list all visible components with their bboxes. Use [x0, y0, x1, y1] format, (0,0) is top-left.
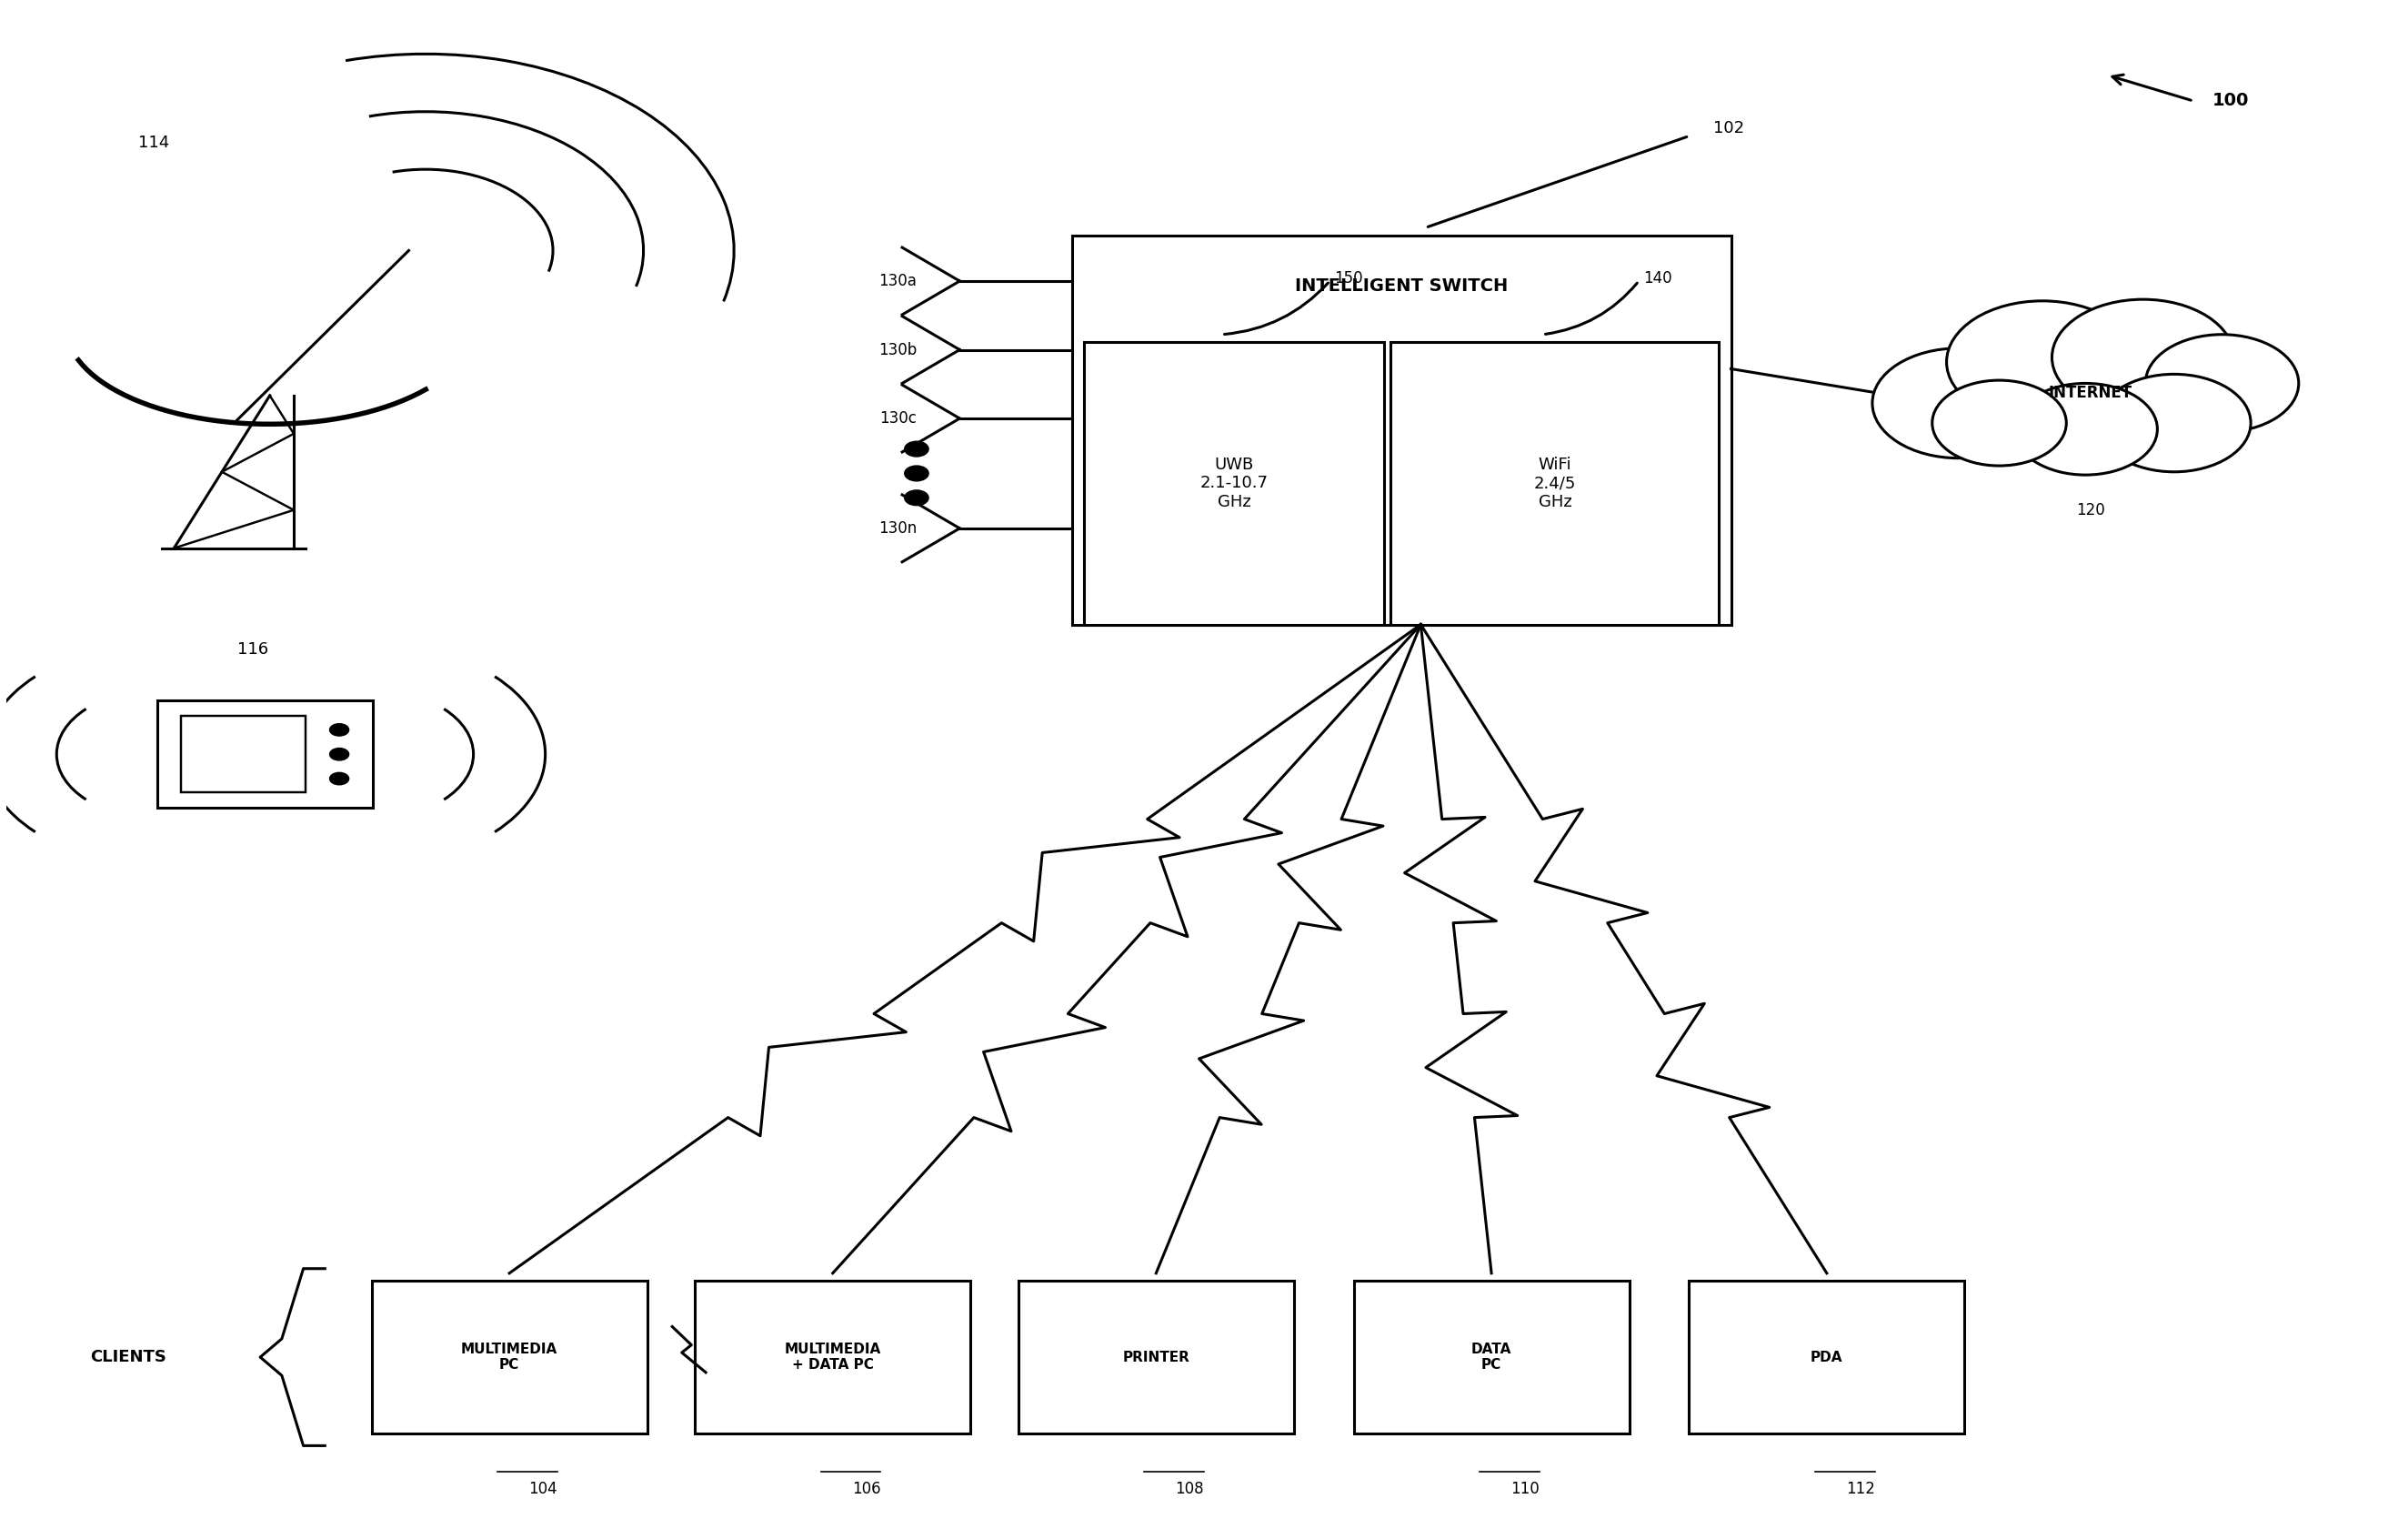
Text: UWB
2.1-10.7
GHz: UWB 2.1-10.7 GHz: [1199, 456, 1269, 511]
Text: INTELLIGENT SWITCH: INTELLIGENT SWITCH: [1296, 277, 1507, 294]
Bar: [1688, 1280, 1965, 1433]
Circle shape: [1946, 302, 2138, 423]
Text: PRINTER: PRINTER: [1122, 1350, 1190, 1364]
Text: 112: 112: [1847, 1481, 1876, 1497]
Bar: [1353, 1280, 1630, 1433]
Text: 114: 114: [137, 135, 169, 151]
Text: 130a: 130a: [879, 272, 917, 289]
Circle shape: [330, 723, 349, 736]
Circle shape: [1931, 380, 2066, 466]
Text: 150: 150: [1334, 269, 1363, 286]
Bar: [1392, 342, 1719, 625]
Bar: [157, 700, 373, 808]
Circle shape: [905, 442, 929, 457]
Circle shape: [2146, 334, 2300, 432]
Text: 116: 116: [238, 642, 270, 659]
Text: 130n: 130n: [879, 520, 917, 537]
Circle shape: [905, 491, 929, 505]
Text: 106: 106: [852, 1481, 881, 1497]
Text: CLIENTS: CLIENTS: [92, 1350, 166, 1365]
Circle shape: [2097, 374, 2251, 472]
Text: INTERNET: INTERNET: [2049, 385, 2131, 400]
Text: 100: 100: [2213, 92, 2249, 109]
Circle shape: [1873, 348, 2044, 459]
Bar: [371, 1280, 648, 1433]
Text: 130b: 130b: [879, 342, 917, 359]
Text: 140: 140: [1645, 269, 1671, 286]
Text: WiFi
2.4/5
GHz: WiFi 2.4/5 GHz: [1534, 456, 1575, 511]
Text: MULTIMEDIA
+ DATA PC: MULTIMEDIA + DATA PC: [785, 1342, 881, 1371]
Bar: [181, 716, 306, 793]
Text: 130c: 130c: [879, 411, 917, 426]
Circle shape: [330, 748, 349, 760]
Text: 104: 104: [527, 1481, 556, 1497]
Text: PDA: PDA: [1811, 1350, 1842, 1364]
Circle shape: [330, 773, 349, 785]
Bar: [1072, 235, 1731, 625]
Text: 110: 110: [1510, 1481, 1539, 1497]
Text: MULTIMEDIA
PC: MULTIMEDIA PC: [460, 1342, 559, 1371]
Text: DATA
PC: DATA PC: [1471, 1342, 1512, 1371]
Circle shape: [2052, 300, 2235, 416]
Text: 102: 102: [1712, 120, 1743, 137]
Bar: [1084, 342, 1385, 625]
Text: 120: 120: [2076, 502, 2105, 519]
Circle shape: [905, 466, 929, 482]
Text: 108: 108: [1175, 1481, 1204, 1497]
Circle shape: [2013, 383, 2158, 476]
Bar: [696, 1280, 970, 1433]
Bar: [1019, 1280, 1293, 1433]
